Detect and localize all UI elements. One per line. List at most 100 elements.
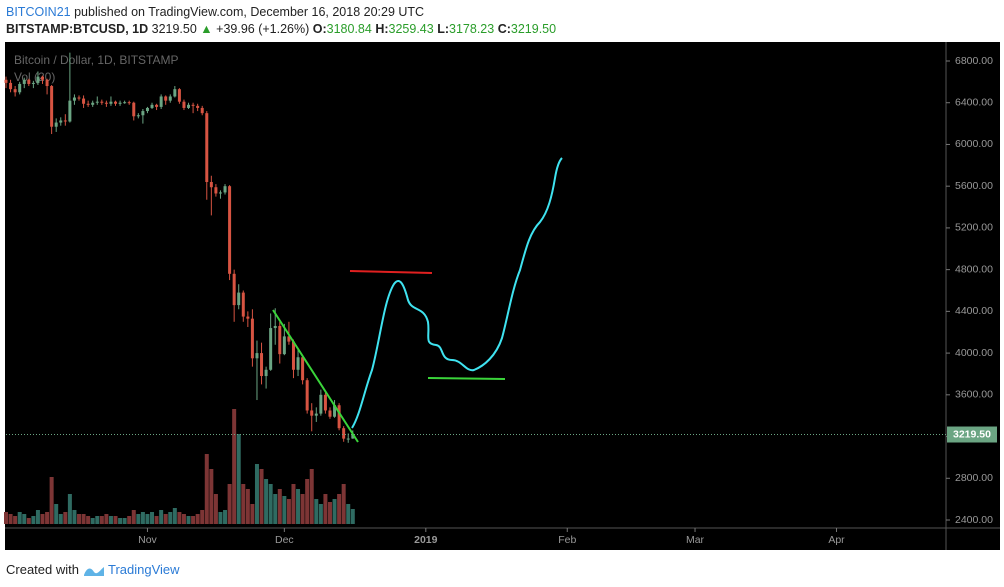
- x-tick-label: 2019: [414, 534, 438, 546]
- chart-title: Bitcoin / Dollar, 1D, BITSTAMP: [14, 53, 179, 67]
- chart-background: [5, 42, 1000, 550]
- volume-bar: [236, 434, 241, 524]
- volume-bar: [150, 512, 155, 524]
- volume-bar: [241, 484, 246, 524]
- candle-body: [141, 111, 145, 116]
- x-tick-label: Mar: [686, 534, 705, 546]
- candle-body: [168, 96, 172, 101]
- volume-bar: [17, 512, 22, 524]
- c-label: C:: [497, 22, 511, 36]
- candle-body: [27, 79, 31, 84]
- volume-bar: [341, 484, 346, 524]
- volume-bar: [291, 484, 296, 524]
- candle-body: [305, 380, 309, 411]
- volume-bar: [118, 518, 123, 524]
- volume-bar: [45, 512, 50, 524]
- author[interactable]: BITCOIN21: [6, 5, 71, 19]
- candle-body: [41, 76, 45, 80]
- chart: Bitcoin / Dollar, 1D, BITSTAMP Vol (20) …: [4, 42, 1000, 550]
- candle-body: [22, 79, 26, 84]
- brand-icon: [83, 566, 104, 576]
- volume-bar: [90, 518, 95, 524]
- volume-bar: [63, 512, 68, 524]
- candle-body: [77, 97, 81, 99]
- volume-bar: [309, 469, 314, 524]
- candle-body: [273, 325, 277, 329]
- volume-bar: [209, 469, 214, 524]
- candle-body: [228, 186, 232, 274]
- volume-bar: [81, 514, 86, 524]
- candle-body: [301, 357, 305, 381]
- volume-bar: [77, 514, 82, 524]
- x-tick-label: Nov: [138, 534, 157, 546]
- candle-body: [132, 102, 136, 117]
- volume-bar: [300, 494, 305, 524]
- volume-bar: [99, 516, 104, 524]
- candle-body: [269, 328, 273, 370]
- candle-body: [63, 120, 67, 122]
- o-label: O:: [312, 22, 327, 36]
- volume-bar: [195, 514, 200, 524]
- resistance-line: [349, 270, 433, 274]
- candle-body: [196, 105, 200, 108]
- volume-bar: [127, 516, 132, 524]
- volume-bar: [86, 516, 91, 524]
- candle-body: [100, 101, 104, 103]
- candle-body: [241, 292, 245, 317]
- candle-body: [82, 98, 86, 104]
- candle-body: [337, 405, 341, 429]
- candle-body: [250, 318, 254, 359]
- marks: [4, 52, 355, 524]
- volume-bar: [58, 514, 63, 524]
- candle-body: [342, 428, 346, 439]
- y-tick-label: 2800.00: [955, 472, 993, 484]
- volume-bar: [346, 504, 351, 524]
- volume-bar: [145, 514, 150, 524]
- y-tick-label: 4000.00: [955, 347, 993, 359]
- volume-bar: [227, 484, 232, 524]
- candle-body: [351, 434, 355, 439]
- volume-bar: [108, 516, 113, 524]
- candle-body: [205, 113, 209, 183]
- candle-body: [237, 292, 241, 306]
- candle-body: [109, 101, 113, 104]
- candle-body: [191, 104, 195, 106]
- volume-bar: [72, 510, 77, 524]
- candle-body: [278, 325, 282, 355]
- y-tick-label: 5200.00: [955, 222, 993, 234]
- candle-body: [150, 104, 154, 108]
- volume-bar: [337, 494, 342, 524]
- candle-body: [310, 410, 314, 416]
- candle-body: [319, 394, 323, 414]
- candle-body: [282, 336, 286, 355]
- volume-bar: [332, 499, 337, 524]
- brand[interactable]: TradingView: [108, 562, 180, 577]
- candle-body: [296, 357, 300, 370]
- candle-body: [287, 336, 291, 342]
- volume-bar: [177, 512, 182, 524]
- candle-body: [291, 341, 295, 370]
- candle-body: [177, 89, 181, 102]
- volume-bar: [250, 504, 255, 524]
- quote-line: BITSTAMP:BTCUSD, 1D 3219.50 ▲ +39.96 (+1…: [6, 22, 556, 36]
- candle-body: [333, 405, 337, 417]
- volume-bar: [213, 494, 218, 524]
- last-price-label: 3219.50: [953, 428, 991, 440]
- volume-bar: [13, 516, 18, 524]
- volume-bar: [159, 510, 164, 524]
- volume-bar: [40, 514, 45, 524]
- candle-body: [118, 102, 122, 104]
- x-tick-label: Feb: [558, 534, 576, 546]
- candle-body: [209, 182, 213, 188]
- h: 3259.43: [388, 22, 434, 36]
- volume-bar: [104, 514, 109, 524]
- volume-bar: [95, 516, 100, 524]
- x-tick-label: Dec: [275, 534, 294, 546]
- candle-body: [4, 79, 8, 83]
- candle-body: [255, 353, 259, 359]
- candle-body: [68, 100, 72, 122]
- candle-body: [346, 438, 350, 440]
- candle-body: [18, 83, 22, 93]
- volume-bar: [318, 504, 323, 524]
